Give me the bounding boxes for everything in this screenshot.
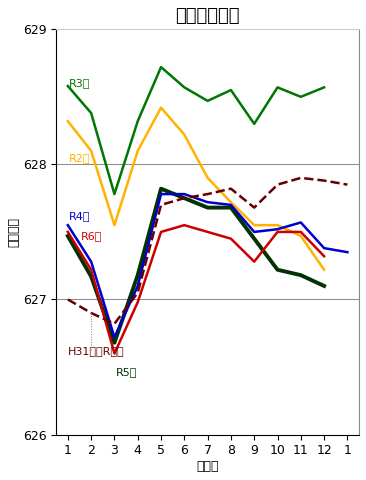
Text: R6年: R6年	[81, 231, 102, 241]
Text: H31年・R元年: H31年・R元年	[68, 346, 124, 356]
Text: R2年: R2年	[69, 153, 90, 163]
Text: R3年: R3年	[69, 78, 90, 88]
X-axis label: （月）: （月）	[197, 460, 219, 473]
Title: 月別人口推移: 月別人口推移	[175, 7, 240, 25]
Text: R5年: R5年	[116, 367, 137, 377]
Y-axis label: （万人）: （万人）	[7, 217, 20, 247]
Text: R4年: R4年	[69, 211, 90, 221]
